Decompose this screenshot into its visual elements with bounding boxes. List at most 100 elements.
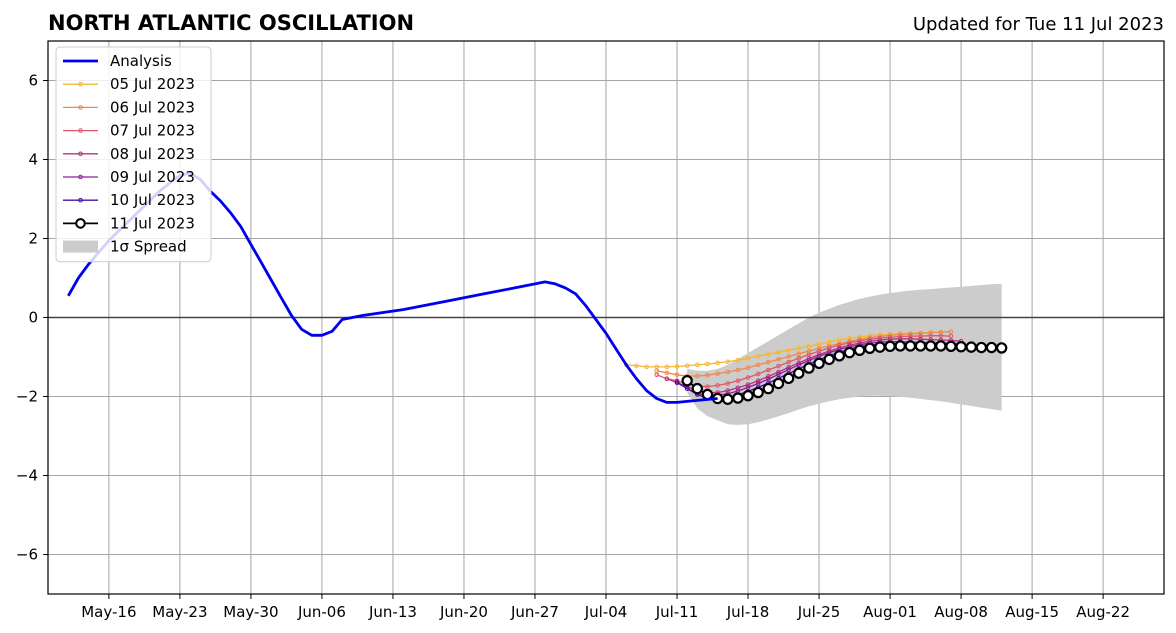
x-tick-label: Jul-04 xyxy=(584,603,628,621)
series-point xyxy=(664,370,670,376)
legend-entry-spread: 1σ Spread xyxy=(63,238,187,256)
series-point xyxy=(681,375,693,387)
legend-label: 07 Jul 2023 xyxy=(110,122,195,140)
series-point xyxy=(904,340,917,352)
legend-entry: 08 Jul 2023 xyxy=(63,145,195,163)
y-tick-label: −2 xyxy=(16,388,38,406)
x-tick-label: Jun-13 xyxy=(368,603,417,621)
series-point xyxy=(762,382,775,395)
y-tick-label: −6 xyxy=(16,546,38,564)
series-point xyxy=(745,382,751,387)
legend-swatch xyxy=(63,240,98,253)
series-point xyxy=(755,353,761,359)
series-point xyxy=(674,380,680,385)
series-point xyxy=(732,392,744,404)
series-point xyxy=(664,376,670,382)
legend-label: 1σ Spread xyxy=(110,238,187,256)
series-point xyxy=(725,369,731,375)
x-tick-label: Jul-11 xyxy=(655,603,699,621)
legend-marker xyxy=(78,197,83,203)
series-point xyxy=(745,365,751,370)
y-axis: −6 −4 −2 0 2 4 6 xyxy=(16,72,48,564)
series-point xyxy=(935,340,947,352)
legend-label: 10 Jul 2023 xyxy=(110,191,195,209)
series-point xyxy=(864,342,876,355)
legend-label: 05 Jul 2023 xyxy=(110,75,195,93)
series-point xyxy=(735,378,741,384)
forecast-series xyxy=(681,340,1008,405)
series-point xyxy=(742,390,754,402)
series-point xyxy=(833,350,846,362)
series-point xyxy=(766,374,771,379)
forecast-series xyxy=(654,329,954,379)
y-tick-label: 6 xyxy=(28,72,38,90)
legend-label: 09 Jul 2023 xyxy=(110,168,195,186)
series-point xyxy=(776,357,781,362)
x-tick-label: Aug-22 xyxy=(1076,603,1130,621)
x-tick-label: May-23 xyxy=(152,603,207,621)
series-point xyxy=(674,364,680,369)
series-point xyxy=(816,346,822,351)
series-point xyxy=(796,355,802,361)
y-tick-label: −4 xyxy=(16,467,38,485)
series-point xyxy=(752,386,764,399)
series-point xyxy=(786,354,791,359)
x-tick-label: May-30 xyxy=(223,603,278,621)
series-point xyxy=(715,360,720,366)
series-point xyxy=(955,341,967,353)
series-point xyxy=(914,340,927,352)
chart-subtitle: Updated for Tue 11 Jul 2023 xyxy=(913,14,1164,35)
series-point xyxy=(722,393,734,405)
series-point xyxy=(745,375,751,380)
legend-marker xyxy=(75,218,86,229)
series-point xyxy=(782,372,795,385)
y-tick-label: 0 xyxy=(28,309,38,327)
series-point xyxy=(776,363,781,369)
legend-label: Analysis xyxy=(110,52,172,70)
series-point xyxy=(654,372,660,378)
legend-entry: 06 Jul 2023 xyxy=(63,98,195,116)
series-point xyxy=(766,351,771,357)
legend: Analysis 05 Jul 2023 06 Jul 2023 07 Jul 202… xyxy=(55,46,212,263)
series-point xyxy=(806,344,812,349)
series-point xyxy=(715,371,720,376)
legend-marker xyxy=(78,105,83,110)
series-point xyxy=(945,340,957,353)
legend-marker xyxy=(78,174,83,180)
series-point xyxy=(755,371,761,377)
series-point xyxy=(786,359,791,365)
legend-box xyxy=(55,46,212,263)
series-point xyxy=(837,342,842,348)
series-point xyxy=(847,336,852,341)
x-axis: May-16 May-23 May-30 Jun-06 Jun-13 Jun-20 Jun-… xyxy=(81,594,1130,621)
series-point xyxy=(674,372,680,378)
series-point xyxy=(894,340,906,352)
series-point xyxy=(691,382,704,395)
legend-entry: 11 Jul 2023 xyxy=(63,214,195,232)
series-point xyxy=(634,363,639,368)
series-point xyxy=(918,331,923,336)
series-point xyxy=(985,341,998,354)
series-point xyxy=(766,367,771,373)
series-point xyxy=(948,329,954,335)
series-point xyxy=(796,351,802,357)
legend-marker xyxy=(78,81,83,87)
series-point xyxy=(745,355,751,361)
legend-label: 06 Jul 2023 xyxy=(110,98,195,116)
chart-title: NORTH ATLANTIC OSCILLATION xyxy=(48,11,414,35)
x-tick-label: Aug-08 xyxy=(934,603,988,621)
series-point xyxy=(755,378,761,384)
series-point xyxy=(735,357,741,363)
x-tick-label: Jun-27 xyxy=(510,603,559,621)
series-point xyxy=(664,364,670,370)
series-point xyxy=(793,367,805,379)
series-point xyxy=(965,341,977,353)
legend-entry: 05 Jul 2023 xyxy=(63,75,195,93)
series-point xyxy=(803,362,815,374)
series-point xyxy=(715,383,720,388)
series-point xyxy=(684,363,690,368)
series-point xyxy=(755,362,761,368)
legend-entry: 07 Jul 2023 xyxy=(63,122,195,140)
series-point xyxy=(938,333,944,338)
